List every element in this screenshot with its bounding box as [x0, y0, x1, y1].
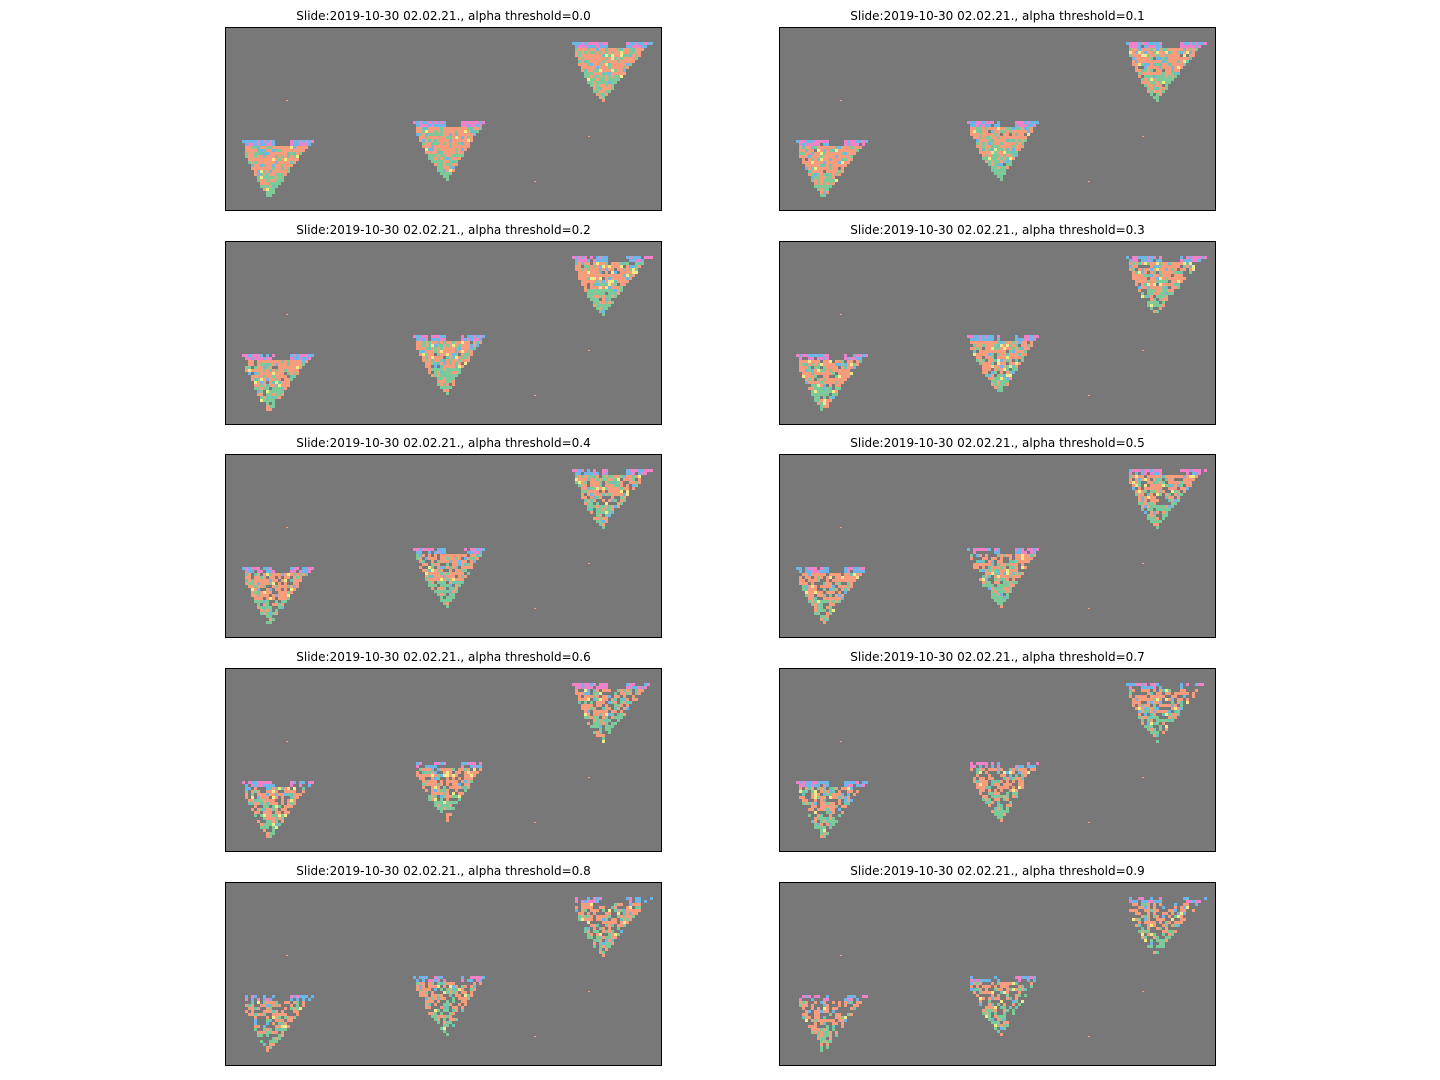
tissue-map	[245, 897, 653, 1052]
panel-title: Slide:2019-10-30 02.02.21., alpha thresh…	[296, 650, 591, 664]
panel-title: Slide:2019-10-30 02.02.21., alpha thresh…	[296, 436, 591, 450]
tissue-map	[796, 256, 1207, 411]
slide-image	[779, 27, 1216, 211]
panel-title: Slide:2019-10-30 02.02.21., alpha thresh…	[850, 436, 1145, 450]
slide-image	[779, 668, 1216, 852]
panel-title: Slide:2019-10-30 02.02.21., alpha thresh…	[850, 9, 1145, 23]
slide-image	[779, 882, 1216, 1066]
tissue-map	[796, 469, 1207, 624]
slide-image	[225, 668, 662, 852]
panel-title: Slide:2019-10-30 02.02.21., alpha thresh…	[850, 650, 1145, 664]
slide-image	[779, 454, 1216, 638]
panel-title: Slide:2019-10-30 02.02.21., alpha thresh…	[850, 223, 1145, 237]
slide-image	[225, 27, 662, 211]
tissue-map	[799, 897, 1207, 1052]
slide-image	[225, 454, 662, 638]
tissue-map	[242, 683, 650, 838]
tissue-map	[242, 469, 653, 624]
panel-title: Slide:2019-10-30 02.02.21., alpha thresh…	[296, 223, 591, 237]
tissue-map	[242, 256, 653, 411]
tissue-map	[796, 683, 1204, 838]
tissue-map	[242, 42, 653, 197]
panel-title: Slide:2019-10-30 02.02.21., alpha thresh…	[850, 864, 1145, 878]
panel-title: Slide:2019-10-30 02.02.21., alpha thresh…	[296, 864, 591, 878]
tissue-map	[796, 42, 1207, 197]
slide-image	[225, 241, 662, 425]
slide-image	[225, 882, 662, 1066]
slide-image	[779, 241, 1216, 425]
panel-title: Slide:2019-10-30 02.02.21., alpha thresh…	[296, 9, 591, 23]
